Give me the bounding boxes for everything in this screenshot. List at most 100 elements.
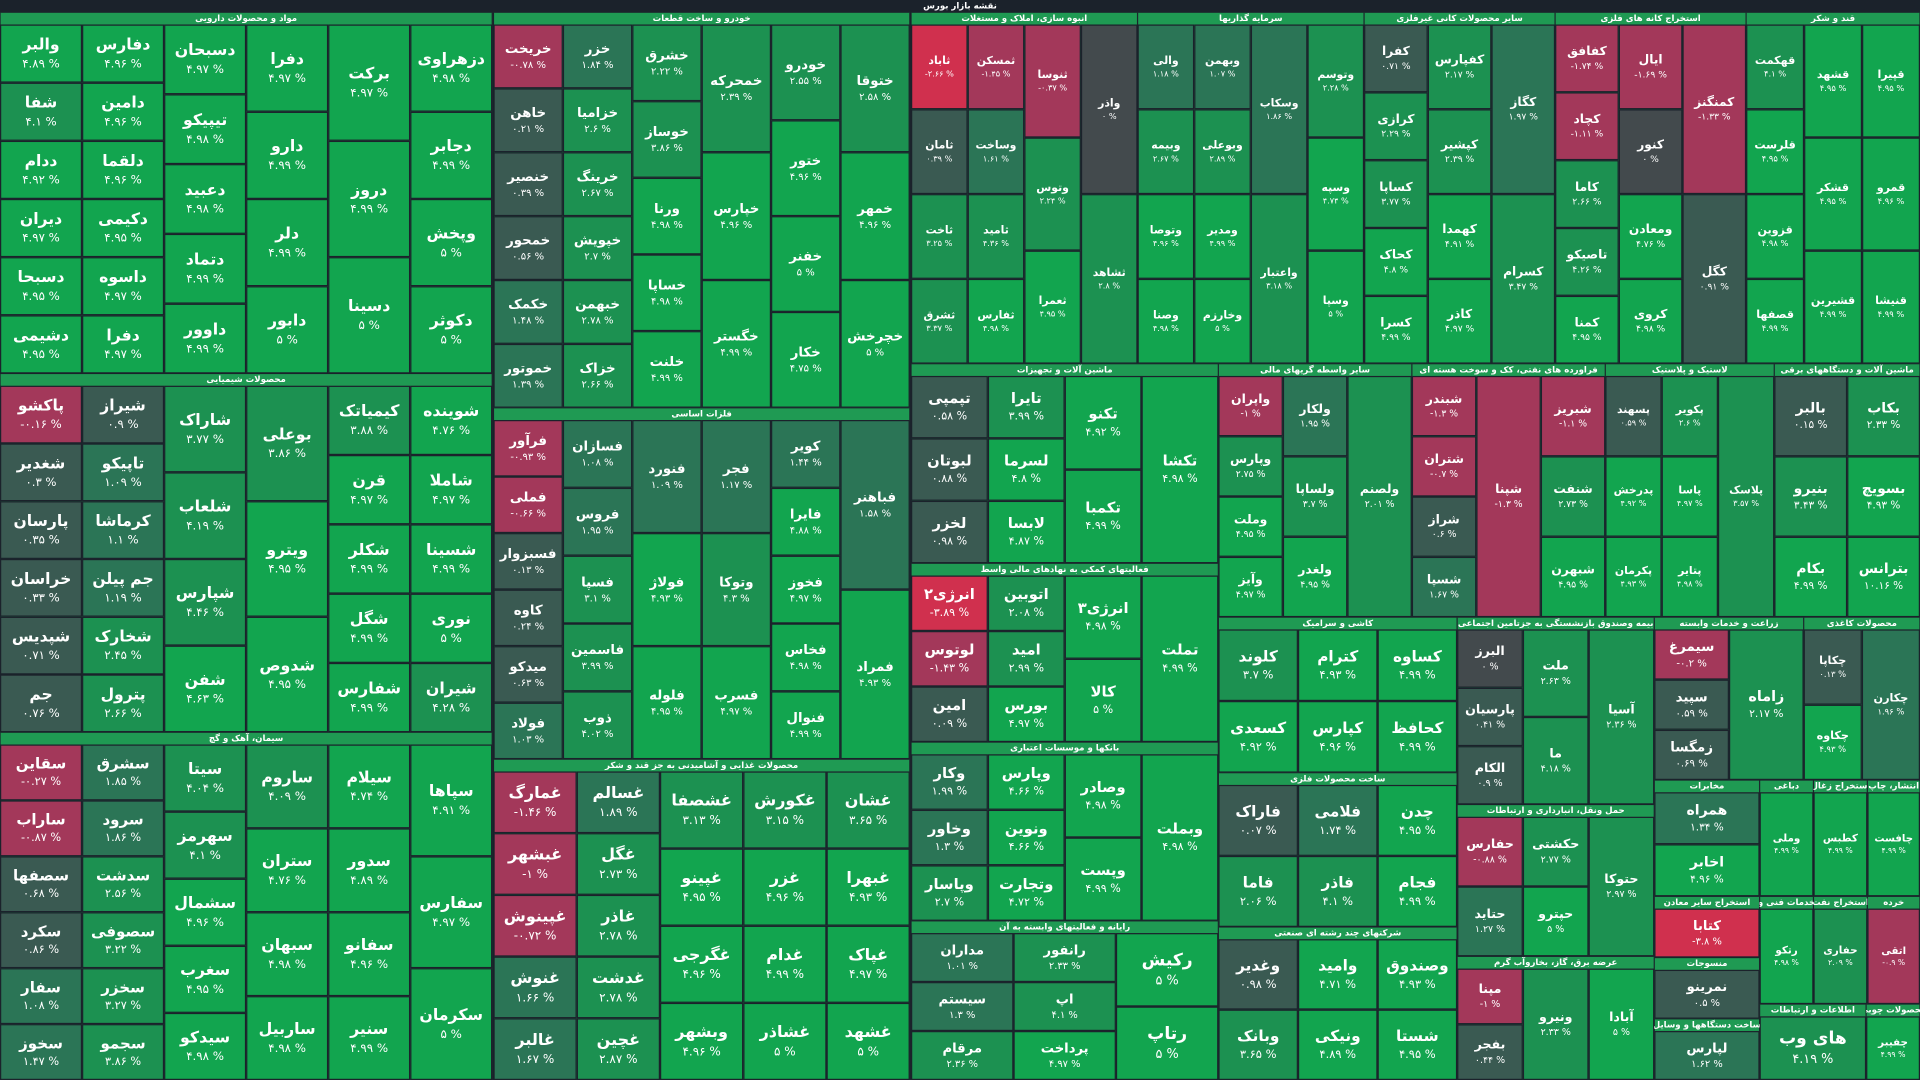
- stock-tile[interactable]: خپارس ۴.۹۶ %: [701, 152, 772, 281]
- stock-tile[interactable]: غپینو ۴.۹۵ %: [660, 848, 744, 926]
- stock-tile[interactable]: فجام ۴.۹۹ %: [1377, 855, 1458, 927]
- stock-tile[interactable]: فاراک ۰.۰۷ %: [1218, 784, 1298, 856]
- stock-tile[interactable]: پارسیان ۰.۴۱ %: [1457, 687, 1523, 747]
- stock-tile[interactable]: نمرینو ۰.۵ %: [1654, 969, 1760, 1019]
- stock-tile[interactable]: دروز ۴.۹۹ %: [328, 140, 411, 258]
- stock-tile[interactable]: دزهراوی ۴.۹۸ %: [410, 24, 493, 112]
- stock-tile[interactable]: سشمال ۴.۹۶ %: [164, 878, 247, 946]
- stock-tile[interactable]: ومدیر ۴.۹۹ %: [1194, 194, 1251, 279]
- stock-tile[interactable]: ویترو ۴.۹۵ %: [246, 501, 329, 617]
- stock-tile[interactable]: سجمو ۳.۸۶ %: [82, 1024, 165, 1080]
- stock-tile[interactable]: کفپارس ۲.۱۷ %: [1427, 24, 1492, 110]
- stock-tile[interactable]: سخزر ۳.۲۷ %: [82, 968, 165, 1025]
- stock-tile[interactable]: سخوز ۱.۴۷ %: [0, 1024, 83, 1080]
- stock-tile[interactable]: ذوب ۴.۰۲ %: [562, 691, 633, 760]
- stock-tile[interactable]: سپید ۰.۵۹ %: [1654, 679, 1729, 730]
- stock-tile[interactable]: دتماد ۴.۹۹ %: [164, 233, 247, 304]
- stock-tile[interactable]: فولاژ ۴.۹۳ %: [632, 533, 702, 647]
- stock-tile[interactable]: الکام ۰.۹ %: [1457, 746, 1523, 805]
- stock-tile[interactable]: پکویر ۲.۶ %: [1661, 375, 1718, 457]
- stock-tile[interactable]: کحاک ۴.۸ %: [1364, 227, 1428, 296]
- stock-tile[interactable]: وبانک ۳.۶۵ %: [1218, 1009, 1298, 1080]
- stock-tile[interactable]: ولساپا ۳.۷ %: [1282, 456, 1348, 537]
- stock-tile[interactable]: بورس ۴.۹۷ %: [987, 686, 1065, 743]
- stock-tile[interactable]: زمگسا ۰.۶۹ %: [1654, 729, 1729, 780]
- stock-tile[interactable]: بنیرو ۳.۴۳ %: [1774, 456, 1848, 537]
- stock-tile[interactable]: وامید ۴.۷۱ %: [1297, 939, 1378, 1010]
- stock-tile[interactable]: کپشیر ۲.۳۹ %: [1427, 109, 1492, 195]
- stock-tile[interactable]: وصنا ۴.۹۸ %: [1137, 278, 1195, 364]
- stock-tile[interactable]: کچاد -۱.۱۱ %: [1555, 92, 1619, 161]
- stock-tile[interactable]: وپارس ۲.۷۵ %: [1218, 436, 1283, 497]
- stock-tile[interactable]: قمرو ۴.۹۶ %: [1862, 137, 1920, 251]
- stock-tile[interactable]: ونیکی ۴.۸۹ %: [1297, 1009, 1378, 1080]
- stock-tile[interactable]: سقاین -۰.۲۷ %: [0, 744, 83, 801]
- stock-tile[interactable]: بوعلی ۳.۸۶ %: [246, 385, 329, 502]
- stock-tile[interactable]: رکیش ۵ %: [1115, 933, 1219, 1007]
- stock-tile[interactable]: فنورد ۱.۰۹ %: [632, 420, 702, 534]
- stock-tile[interactable]: فسبزوار ۰.۱۳ %: [493, 533, 563, 590]
- stock-tile[interactable]: والبر ۴.۸۹ %: [0, 24, 83, 83]
- stock-tile[interactable]: ونیرو ۲.۳۳ %: [1522, 968, 1589, 1080]
- stock-tile[interactable]: دعبید ۴.۹۸ %: [164, 164, 247, 234]
- stock-tile[interactable]: سدشت ۲.۵۶ %: [82, 856, 165, 913]
- stock-tile[interactable]: ولصنم ۲.۰۱ %: [1347, 375, 1412, 618]
- stock-tile[interactable]: وسکاب ۱.۸۶ %: [1250, 24, 1308, 195]
- stock-tile[interactable]: سیستم ۱.۳ %: [911, 982, 1014, 1032]
- stock-tile[interactable]: غبشهر -۱ %: [493, 833, 577, 895]
- stock-tile[interactable]: وبملت ۴.۹۸ %: [1141, 754, 1219, 921]
- stock-tile[interactable]: وخاور ۱.۳ %: [911, 809, 988, 866]
- stock-tile[interactable]: غسالم ۱.۸۹ %: [576, 771, 660, 834]
- stock-tile[interactable]: وپست ۴.۹۹ %: [1064, 837, 1142, 921]
- stock-tile[interactable]: قشیرین ۴.۹۹ %: [1804, 250, 1863, 364]
- stock-tile[interactable]: کمنا ۴.۹۵ %: [1555, 295, 1619, 364]
- stock-tile[interactable]: سیلام ۴.۷۴ %: [328, 744, 411, 829]
- stock-tile[interactable]: البرز ۰ %: [1457, 629, 1523, 688]
- stock-tile[interactable]: کساوه ۴.۹۹ %: [1377, 629, 1458, 702]
- stock-tile[interactable]: غدام ۴.۹۹ %: [743, 925, 827, 1003]
- stock-tile[interactable]: شنفت ۲.۷۳ %: [1540, 456, 1606, 537]
- stock-tile[interactable]: دفرا ۴.۹۷ %: [246, 24, 329, 112]
- stock-tile[interactable]: غاذر ۲.۷۸ %: [576, 894, 660, 957]
- stock-tile[interactable]: ونوین ۴.۶۶ %: [987, 809, 1065, 866]
- stock-tile[interactable]: ثعمرا ۴.۹۵ %: [1024, 250, 1081, 364]
- stock-tile[interactable]: سشرق ۱.۸۵ %: [82, 744, 165, 801]
- stock-tile[interactable]: غچین ۲.۸۷ %: [576, 1018, 660, 1080]
- stock-tile[interactable]: سهرمز ۴.۱ %: [164, 811, 247, 879]
- stock-tile[interactable]: کمنگنز -۱.۳۳ %: [1682, 24, 1747, 195]
- stock-tile[interactable]: لپارس ۱.۶۲ %: [1654, 1031, 1760, 1080]
- stock-tile[interactable]: سکرمان ۵ %: [410, 968, 493, 1080]
- stock-tile[interactable]: ثامید ۴.۳۶ %: [967, 194, 1025, 279]
- stock-tile[interactable]: جم ۰.۷۶ %: [0, 674, 83, 733]
- stock-tile[interactable]: غکورش ۳.۱۵ %: [743, 771, 827, 849]
- stock-tile[interactable]: ثشرق ۳.۳۷ %: [911, 278, 968, 364]
- stock-tile[interactable]: شاملا ۴.۹۷ %: [410, 455, 493, 525]
- stock-tile[interactable]: مپنا -۱ %: [1457, 968, 1523, 1025]
- stock-tile[interactable]: کاما ۲.۶۶ %: [1555, 160, 1619, 229]
- stock-tile[interactable]: ومعادن ۴.۷۶ %: [1618, 194, 1683, 279]
- stock-tile[interactable]: سکرد ۰.۸۶ %: [0, 912, 83, 969]
- stock-tile[interactable]: فلوله ۴.۹۵ %: [632, 646, 702, 760]
- stock-tile[interactable]: وپارس ۴.۶۶ %: [987, 754, 1065, 810]
- stock-tile[interactable]: تپمپی ۰.۵۸ %: [911, 375, 988, 439]
- stock-tile[interactable]: تملت ۴.۹۹ %: [1141, 575, 1219, 743]
- stock-tile[interactable]: ساروم ۴.۰۹ %: [246, 744, 329, 829]
- stock-tile[interactable]: انرژی۳ ۴.۹۸ %: [1064, 575, 1142, 659]
- stock-tile[interactable]: ساربیل ۴.۹۸ %: [246, 996, 329, 1080]
- stock-tile[interactable]: وکار ۱.۹۹ %: [911, 754, 988, 810]
- stock-tile[interactable]: فسپا ۳.۱ %: [562, 555, 633, 624]
- stock-tile[interactable]: غپینوش -۰.۷۲ %: [493, 894, 577, 957]
- stock-tile[interactable]: سبهان ۴.۹۸ %: [246, 912, 329, 997]
- stock-tile[interactable]: شفارس ۴.۹۹ %: [328, 662, 411, 733]
- stock-tile[interactable]: وتوسم ۲.۲۸ %: [1307, 24, 1365, 138]
- stock-tile[interactable]: خکمک ۱.۴۸ %: [493, 280, 563, 344]
- stock-tile[interactable]: شغدیر ۰.۳ %: [0, 443, 83, 502]
- stock-tile[interactable]: قشهد ۴.۹۵ %: [1804, 24, 1863, 138]
